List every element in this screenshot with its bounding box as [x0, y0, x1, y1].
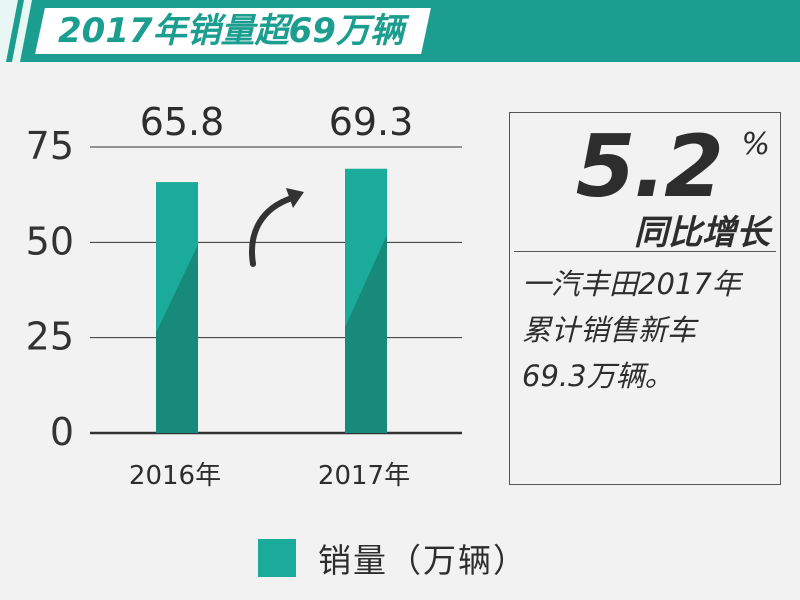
x-tick-label: 2016年 — [129, 461, 221, 491]
legend-swatch — [258, 539, 296, 577]
bar-shade — [345, 234, 387, 433]
bar-shade — [156, 244, 198, 433]
growth-percent-unit: % — [741, 127, 770, 162]
stat-description-line: 69.3万辆。 — [522, 359, 674, 393]
title-banner: 2017年销量超69万辆 — [0, 0, 800, 62]
grid-layer: 0 25 50 75 — [26, 124, 462, 454]
banner-stripe-icon — [0, 0, 32, 62]
growth-percent-value: 5.2 — [575, 117, 724, 217]
label-layer: 65.8 2016年 69.3 2017年 — [129, 100, 413, 491]
page-title-text: 2017年销量超69万辆 — [58, 11, 404, 51]
data-label: 65.8 — [140, 100, 225, 144]
growth-stat-box: 5.2 % 同比增长 一汽丰田2017年 累计销售新车 69.3万辆。 — [509, 112, 781, 485]
chart-legend: 销量（万辆） — [258, 534, 528, 582]
stat-divider — [514, 251, 776, 252]
page-title: 2017年销量超69万辆 — [35, 8, 431, 54]
bar-layer — [156, 168, 387, 433]
stat-description-line: 累计销售新车 — [522, 313, 697, 347]
y-tick-label: 75 — [26, 124, 74, 168]
y-tick-label: 50 — [26, 219, 74, 263]
stat-description: 一汽丰田2017年 累计销售新车 69.3万辆。 — [522, 261, 774, 399]
data-label: 69.3 — [329, 100, 414, 144]
y-tick-label: 25 — [26, 315, 74, 359]
x-tick-label: 2017年 — [318, 461, 410, 491]
y-tick-label: 0 — [50, 410, 74, 454]
legend-label: 销量（万辆） — [318, 541, 528, 580]
stat-description-line: 一汽丰田2017年 — [522, 267, 741, 301]
growth-label: 同比增长 — [634, 213, 770, 253]
growth-arrow-icon — [249, 188, 304, 267]
bar-chart: 0 25 50 75 65.8 2016年 69.3 2017年 — [26, 100, 462, 491]
